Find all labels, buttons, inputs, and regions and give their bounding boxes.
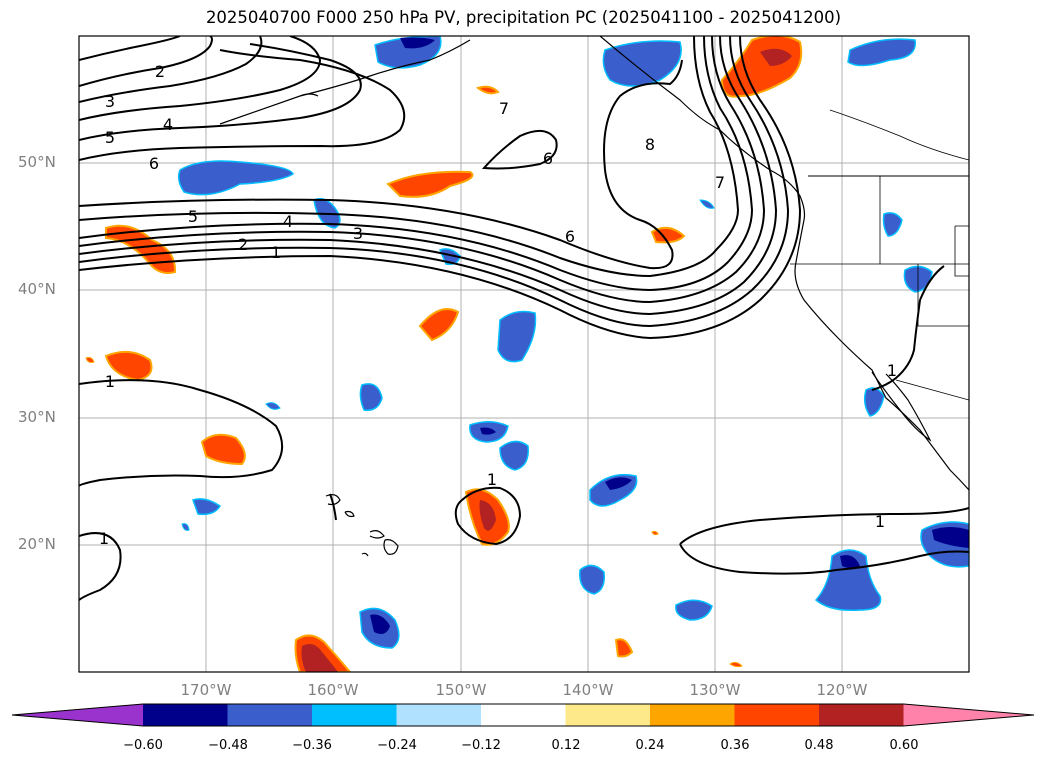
lon-label-120w: 120°W bbox=[816, 681, 868, 699]
colorbar-segment bbox=[819, 704, 904, 726]
colorbar-tick: 0.24 bbox=[635, 738, 665, 753]
colorbar-segment bbox=[143, 704, 228, 726]
blob-neg bbox=[579, 564, 606, 595]
blob-neg-core bbox=[840, 555, 860, 568]
blob-neg bbox=[847, 38, 917, 67]
blob-pos bbox=[85, 357, 95, 363]
blob-pos bbox=[475, 85, 500, 95]
blob-neg-core bbox=[480, 427, 496, 435]
colorbar-outline bbox=[11, 703, 1035, 727]
lat-label-20: 20°N bbox=[18, 535, 56, 553]
lon-label-150w: 150°W bbox=[435, 681, 487, 699]
blob-neg bbox=[192, 498, 222, 516]
pv-contour-labels: 2 3 4 5 6 5 4 3 2 1 7 6 6 8 7 1 1 1 1 1 bbox=[99, 62, 897, 548]
gridlines bbox=[79, 36, 969, 672]
contour-label-5: 5 bbox=[105, 128, 115, 147]
blob-neg bbox=[699, 199, 715, 209]
colorbar-tick: 0.12 bbox=[551, 738, 581, 753]
contour-label-4: 4 bbox=[163, 115, 173, 134]
colorbar-segment bbox=[650, 704, 735, 726]
contour-label-5b: 5 bbox=[188, 207, 198, 226]
contour-label-6d: 6 bbox=[565, 227, 575, 246]
blob-neg-core bbox=[370, 614, 390, 634]
contour-label-6c: 6 bbox=[543, 149, 553, 168]
colorbar-tick: −0.36 bbox=[292, 738, 332, 753]
blob-pos bbox=[729, 661, 743, 668]
contour-label-1c: 1 bbox=[487, 470, 497, 489]
contour-label-7: 7 bbox=[499, 99, 509, 118]
blob-neg bbox=[497, 310, 537, 363]
blob-neg bbox=[177, 160, 294, 196]
lat-label-30: 30°N bbox=[18, 408, 56, 426]
colorbar-tick: −0.60 bbox=[123, 738, 163, 753]
blob-neg bbox=[814, 549, 882, 612]
blob-neg bbox=[265, 402, 281, 410]
colorbar bbox=[11, 703, 1035, 727]
colorbar-extend-low bbox=[12, 704, 143, 726]
colorbar-segment bbox=[481, 704, 566, 726]
contour-label-7b: 7 bbox=[715, 173, 725, 192]
blob-pos bbox=[418, 308, 460, 342]
blob-neg bbox=[181, 523, 190, 531]
blob-pos bbox=[386, 170, 474, 198]
precip-negative-anomalies bbox=[177, 36, 969, 649]
contour-label-6: 6 bbox=[149, 154, 159, 173]
colorbar-tick: −0.48 bbox=[208, 738, 248, 753]
map-title: 2025040700 F000 250 hPa PV, precipitatio… bbox=[205, 8, 842, 27]
blob-pos bbox=[200, 433, 246, 466]
blob-neg bbox=[359, 383, 383, 411]
colorbar-segment bbox=[312, 704, 397, 726]
precip-positive-anomalies bbox=[85, 36, 803, 672]
contour-label-1f: 1 bbox=[887, 361, 897, 380]
contour-label-3b: 3 bbox=[353, 224, 363, 243]
contour-label-1d: 1 bbox=[99, 529, 109, 548]
contour-label-1e: 1 bbox=[875, 512, 885, 531]
colorbar-segment bbox=[227, 704, 313, 726]
contour-label-1: 1 bbox=[271, 243, 281, 262]
blob-neg bbox=[882, 212, 903, 237]
blob-pos bbox=[614, 638, 634, 658]
blob-pos bbox=[104, 350, 153, 382]
contour-label-4b: 4 bbox=[283, 212, 293, 231]
blob-pos bbox=[651, 530, 659, 536]
colorbar-extend-high bbox=[903, 704, 1034, 726]
blob-pos-core bbox=[760, 48, 792, 66]
colorbar-segment bbox=[396, 704, 482, 726]
colorbar-tick: −0.12 bbox=[461, 738, 501, 753]
colorbar-tick: 0.36 bbox=[720, 738, 750, 753]
blob-neg-core bbox=[932, 527, 969, 548]
contour-label-8: 8 bbox=[645, 135, 655, 154]
lon-label-130w: 130°W bbox=[689, 681, 741, 699]
blob-neg bbox=[675, 599, 713, 621]
blob-neg-core bbox=[400, 37, 435, 49]
contour-label-1b: 1 bbox=[105, 372, 115, 391]
lon-label-140w: 140°W bbox=[562, 681, 614, 699]
contour-label-2b: 2 bbox=[238, 235, 248, 254]
blob-neg bbox=[499, 440, 529, 471]
colorbar-segment bbox=[734, 704, 820, 726]
lat-label-40: 40°N bbox=[18, 280, 56, 298]
lat-label-50: 50°N bbox=[18, 153, 56, 171]
contour-label-3: 3 bbox=[105, 92, 115, 111]
colorbar-tick: 0.60 bbox=[889, 738, 919, 753]
contour-label-2: 2 bbox=[155, 62, 165, 81]
lon-label-170w: 170°W bbox=[180, 681, 232, 699]
blob-neg bbox=[602, 40, 682, 87]
lon-label-160w: 160°W bbox=[307, 681, 359, 699]
blob-pos-core bbox=[479, 500, 496, 531]
blob-pos-core bbox=[301, 644, 338, 672]
pv-contours bbox=[79, 36, 969, 601]
map-frame bbox=[78, 35, 970, 673]
colorbar-tick: 0.48 bbox=[804, 738, 834, 753]
colorbar-segment bbox=[565, 704, 651, 726]
colorbar-tick: −0.24 bbox=[377, 738, 417, 753]
blob-neg-core bbox=[605, 477, 632, 490]
